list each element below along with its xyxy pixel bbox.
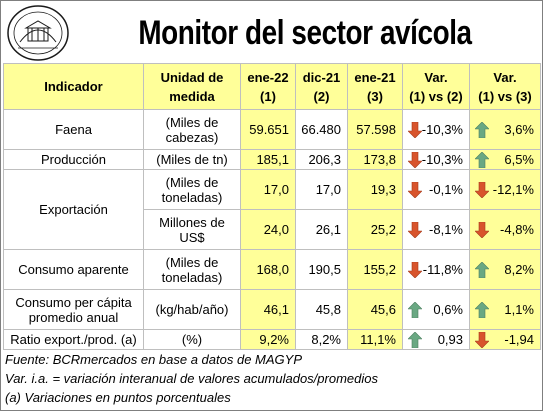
arrow-up-icon	[474, 151, 490, 168]
variation-1-vs-3: -12,1%	[469, 169, 541, 210]
table-row-produccion: Producción (Miles de tn) 185,1 206,3 173…	[3, 149, 541, 170]
variation-1-vs-3: -1,94	[469, 329, 541, 350]
variation-1-vs-3: 1,1%	[469, 289, 541, 330]
value-ene21: 19,3	[347, 169, 403, 210]
table-row-exportacion-usd: Millones de US$ 24,0 26,1 25,2 -8,1% -4,8…	[4, 209, 541, 250]
arrow-down-icon	[407, 151, 423, 168]
footnotes: Fuente: BCRmercados en base a datos de M…	[5, 350, 378, 407]
variation-1-vs-2: -0,1%	[402, 169, 470, 210]
row-label: Faena	[3, 109, 144, 150]
value-ene22: 46,1	[240, 289, 296, 330]
variation-1-vs-3: 8,2%	[469, 249, 541, 290]
arrow-down-icon	[407, 221, 423, 238]
value-dic21: 17,0	[295, 169, 348, 210]
table-row-consumo-per-capita: Consumo per cápita promedio anual (kg/hab…	[3, 289, 541, 330]
row-unit: (kg/hab/año)	[143, 289, 241, 330]
row-unit: (%)	[143, 329, 241, 350]
source-note: Fuente: BCRmercados en base a datos de M…	[5, 352, 302, 367]
header-row: Indicador Unidad de medida ene-22 (1) dic-…	[3, 63, 541, 110]
arrow-up-icon	[474, 261, 490, 278]
percentage-points-note: (a) Variaciones en puntos porcentuales	[5, 390, 231, 405]
row-label: Consumo aparente	[3, 249, 144, 290]
row-unit: (Miles de tn)	[143, 149, 241, 170]
row-unit: Millones de US$	[143, 209, 241, 250]
table-row-exportacion-tn: Exportación (Miles de toneladas) 17,0 17,…	[3, 169, 541, 250]
variation-1-vs-2: -11,8%	[402, 249, 470, 290]
row-label: Producción	[3, 149, 144, 170]
variation-1-vs-3: -4,8%	[469, 209, 541, 250]
col-header-ene21: ene-21 (3)	[347, 63, 403, 110]
value-dic21: 206,3	[295, 149, 348, 170]
row-unit: (Miles de toneladas)	[143, 249, 241, 290]
value-ene21: 45,6	[347, 289, 403, 330]
variation-1-vs-2: -10,3%	[402, 109, 470, 150]
row-unit: (Miles de cabezas)	[143, 109, 241, 150]
value-ene22: 9,2%	[240, 329, 296, 350]
value-dic21: 26,1	[295, 209, 348, 250]
arrow-up-icon	[407, 331, 423, 348]
value-dic21: 66.480	[295, 109, 348, 150]
arrow-up-icon	[474, 301, 490, 318]
row-label: Ratio export./prod. (a)	[3, 329, 144, 350]
value-ene22: 24,0	[240, 209, 296, 250]
variation-1-vs-2: -8,1%	[402, 209, 470, 250]
value-ene22: 168,0	[240, 249, 296, 290]
variation-definition-note: Var. i.a. = variación interanual de valo…	[5, 371, 378, 386]
value-ene21: 11,1%	[347, 329, 403, 350]
row-unit: (Miles de toneladas)	[143, 169, 241, 210]
arrow-down-icon	[407, 261, 423, 278]
arrow-down-icon	[407, 121, 423, 138]
variation-1-vs-2: 0,6%	[402, 289, 470, 330]
value-ene21: 57.598	[347, 109, 403, 150]
variation-1-vs-2: 0,93	[402, 329, 470, 350]
variation-1-vs-2: -10,3%	[402, 149, 470, 170]
value-dic21: 45,8	[295, 289, 348, 330]
arrow-down-icon	[407, 181, 423, 198]
value-ene22: 59.651	[240, 109, 296, 150]
page-title: Monitor del sector avícola	[138, 14, 472, 52]
col-header-unidad: Unidad de medida	[143, 63, 241, 110]
bolsa-de-comercio-seal-logo	[7, 5, 69, 61]
arrow-up-icon	[407, 301, 423, 318]
value-ene22: 17,0	[240, 169, 296, 210]
col-header-ene22: ene-22 (1)	[240, 63, 296, 110]
value-ene21: 173,8	[347, 149, 403, 170]
table-row-consumo-aparente: Consumo aparente (Miles de toneladas) 168…	[3, 249, 541, 290]
col-header-indicador: Indicador	[3, 63, 144, 110]
table-row-faena: Faena (Miles de cabezas) 59.651 66.480 57…	[3, 109, 541, 150]
col-header-var-1-vs-3: Var. (1) vs (3)	[469, 63, 541, 110]
col-header-dic21: dic-21 (2)	[295, 63, 348, 110]
indicators-table: Indicador Unidad de medida ene-22 (1) dic-…	[3, 63, 541, 350]
value-dic21: 190,5	[295, 249, 348, 290]
row-label: Consumo per cápita promedio anual	[3, 289, 144, 330]
arrow-down-icon	[474, 181, 490, 198]
arrow-down-icon	[474, 331, 490, 348]
variation-1-vs-3: 6,5%	[469, 149, 541, 170]
value-ene22: 185,1	[240, 149, 296, 170]
arrow-down-icon	[474, 221, 490, 238]
arrow-up-icon	[474, 121, 490, 138]
value-dic21: 8,2%	[295, 329, 348, 350]
variation-1-vs-3: 3,6%	[469, 109, 541, 150]
col-header-var-1-vs-2: Var. (1) vs (2)	[402, 63, 470, 110]
value-ene21: 25,2	[347, 209, 403, 250]
row-label: Exportación	[3, 169, 144, 250]
table-row-ratio-export-prod: Ratio export./prod. (a) (%) 9,2% 8,2% 11…	[3, 329, 541, 350]
value-ene21: 155,2	[347, 249, 403, 290]
